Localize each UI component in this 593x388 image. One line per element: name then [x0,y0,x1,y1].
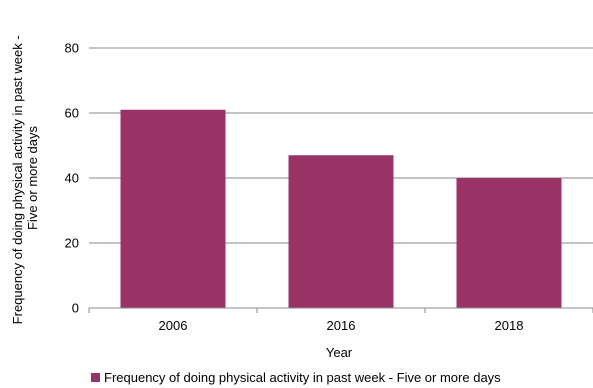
y-axis-title-line-2: Five or more days [25,125,40,230]
y-tick-label-60: 60 [65,106,79,121]
legend: Frequency of doing physical activity in … [91,370,501,385]
bar-2006 [120,109,226,308]
y-axis-title-line-1: Frequency of doing physical activity in … [10,35,25,324]
x-axis-title: Year [326,345,353,360]
y-tick-labels: 0 20 40 60 80 [65,41,79,316]
bar-2018 [456,178,562,308]
y-tick-label-20: 20 [65,236,79,251]
y-tick-label-40: 40 [65,171,79,186]
x-tick-labels: 2006 2016 2018 [159,318,524,333]
y-axis-title: Frequency of doing physical activity in … [10,32,40,325]
y-tick-label-0: 0 [72,301,79,316]
x-tick-label-2016: 2016 [327,318,356,333]
x-tick-label-2006: 2006 [159,318,188,333]
legend-label: Frequency of doing physical activity in … [104,370,501,385]
bar-2016 [288,155,394,308]
bars [120,109,562,308]
axes [88,307,593,313]
x-tick-label-2018: 2018 [495,318,524,333]
y-tick-label-80: 80 [65,41,79,56]
legend-swatch [91,373,100,382]
